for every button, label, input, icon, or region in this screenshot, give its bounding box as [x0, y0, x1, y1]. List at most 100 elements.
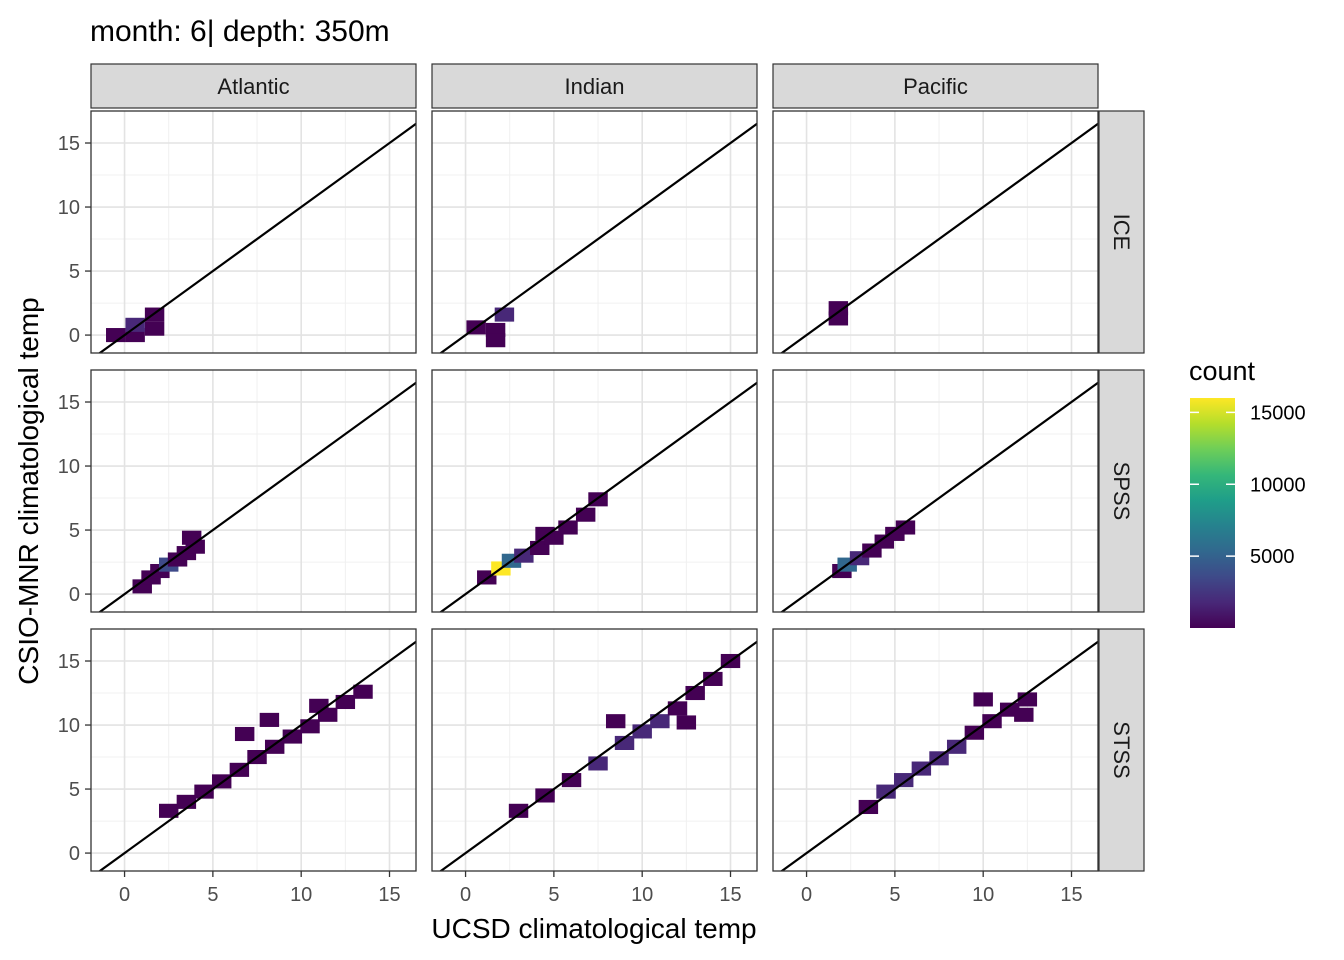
- panel-background: [773, 111, 1098, 353]
- heatmap-bin: [159, 803, 179, 818]
- panel-border: [772, 628, 1099, 872]
- heatmap-bin: [588, 756, 608, 771]
- reference-line: [438, 122, 757, 353]
- reference-line: [97, 640, 416, 871]
- heatmap-bin: [558, 520, 578, 535]
- reference-line: [97, 122, 416, 353]
- panel-background: [773, 370, 1098, 612]
- legend-ticks: 5000 10000 15000: [1190, 402, 1306, 568]
- y-tick-label: 10: [58, 715, 80, 737]
- heatmap-bin: [893, 773, 914, 788]
- heatmap-bin: [982, 714, 1002, 729]
- x-tick-label: 15: [378, 884, 400, 906]
- panel-ice-indian: [431, 110, 758, 354]
- legend-tick-label: 5000: [1250, 546, 1295, 568]
- heatmap-bin: [703, 671, 723, 686]
- reference-line: [779, 122, 1098, 353]
- heatmap-bin: [1014, 707, 1034, 722]
- y-tick-label: 5: [69, 779, 80, 801]
- panel-spss-pacific: [772, 369, 1099, 613]
- heatmap-bin: [106, 328, 126, 343]
- x-tick-label: 10: [290, 884, 312, 906]
- heatmap-bin: [605, 714, 626, 729]
- x-tick-label: 15: [719, 884, 741, 906]
- facet-strip-pacific: Pacific: [772, 63, 1099, 109]
- heatmap-bin: [876, 784, 896, 799]
- heatmap-bin: [353, 684, 373, 699]
- heatmap-bin: [144, 321, 165, 336]
- panel-background: [432, 111, 757, 353]
- facet-strip-stss: STSS: [1098, 628, 1145, 872]
- heatmap-bin: [632, 724, 652, 739]
- heatmap-bin: [514, 548, 534, 563]
- reference-line: [779, 381, 1098, 612]
- x-axis-label: UCSD climatological temp: [431, 913, 756, 944]
- panel-ice-atlantic: [90, 110, 417, 354]
- heatmap-bin: [508, 803, 529, 818]
- legend-title: count: [1189, 356, 1256, 386]
- y-tick-label: 0: [69, 584, 80, 606]
- heatmap-bin: [176, 794, 197, 809]
- facet-strip-spss: SPSS: [1098, 369, 1145, 613]
- panel-border: [772, 369, 1099, 613]
- x-tick-label: 5: [207, 884, 218, 906]
- heatmap-bin: [973, 692, 993, 707]
- x-tick-label: 0: [801, 884, 812, 906]
- panel-stss-indian: [431, 628, 758, 872]
- heatmap-bin: [300, 719, 320, 734]
- panel-border: [90, 628, 417, 872]
- panels: Atlantic Indian Pacific ICE SPSS STSS 0 5 10 15 0 5…: [58, 63, 1145, 906]
- heatmap-bin: [485, 333, 506, 348]
- heatmap-bin: [685, 685, 705, 701]
- x-tick-label: 5: [548, 884, 559, 906]
- reference-line: [438, 640, 757, 871]
- y-tick-label: 10: [58, 197, 80, 219]
- x-tick-label: 10: [631, 884, 653, 906]
- heatmap-bin: [561, 773, 582, 788]
- panel-border: [431, 110, 758, 354]
- panel-background: [91, 111, 416, 353]
- y-tick-label: 15: [58, 392, 80, 414]
- color-legend: count 5000 10000 15000: [1189, 356, 1306, 628]
- heatmap-bin: [309, 698, 329, 713]
- panel-border: [431, 628, 758, 872]
- heatmap-bin: [259, 712, 280, 727]
- panel-stss-pacific: [772, 628, 1099, 872]
- y-tick-label: 0: [69, 325, 80, 347]
- panel-border: [90, 369, 417, 613]
- panel-background: [773, 629, 1098, 871]
- facet-label: Pacific: [903, 74, 968, 99]
- panel-border: [431, 369, 758, 613]
- x-tick-label: 15: [1060, 884, 1082, 906]
- heatmap-bin: [264, 739, 285, 754]
- facet-label: Indian: [565, 74, 625, 99]
- heatmap-bin: [828, 301, 849, 316]
- legend-tick-label: 15000: [1250, 402, 1306, 424]
- heatmap-bin: [614, 735, 635, 750]
- facet-label: Atlantic: [217, 74, 289, 99]
- heatmap-bin: [494, 307, 515, 322]
- panel-background: [91, 370, 416, 612]
- panel-background: [432, 629, 757, 871]
- reference-line: [97, 381, 416, 612]
- heatmap-bin: [650, 714, 670, 729]
- panel-spss-atlantic: [90, 369, 417, 613]
- y-tick-label: 15: [58, 133, 80, 155]
- heatmap-bin: [181, 530, 202, 545]
- legend-tick-label: 10000: [1250, 474, 1306, 496]
- y-tick-label: 5: [69, 520, 80, 542]
- facet-label: STSS: [1109, 721, 1134, 778]
- panel-stss-atlantic: [90, 628, 417, 872]
- heatmap-bin: [282, 729, 303, 744]
- heatmap-bin: [946, 739, 967, 754]
- heatmap-bin: [125, 317, 145, 332]
- heatmap-bin: [234, 726, 255, 742]
- panel-border: [772, 110, 1099, 354]
- reference-line: [779, 640, 1098, 871]
- x-tick-label: 0: [460, 884, 471, 906]
- panel-spss-indian: [431, 369, 758, 613]
- x-tick-label: 10: [972, 884, 994, 906]
- y-tick-label: 0: [69, 843, 80, 865]
- y-tick-label: 10: [58, 456, 80, 478]
